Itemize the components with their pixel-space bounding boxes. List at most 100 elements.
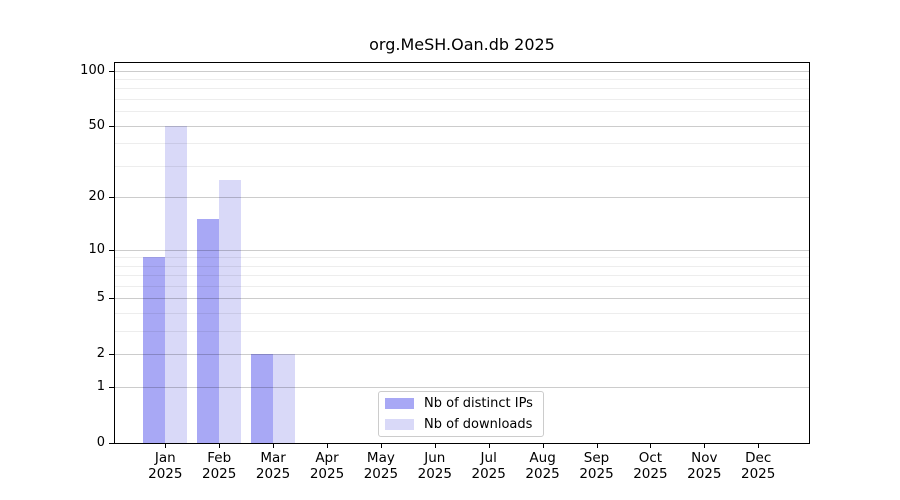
year-label: 2025	[579, 466, 614, 482]
legend-label: Nb of distinct IPs	[424, 396, 533, 411]
x-tick-mark	[758, 444, 760, 448]
x-tick-label: Jun 2025	[405, 450, 465, 482]
minor-gridline	[115, 143, 809, 145]
minor-gridline	[115, 285, 809, 287]
month-label: Oct	[638, 450, 663, 466]
minor-gridline	[115, 275, 809, 277]
month-label: Nov	[691, 450, 718, 466]
y-tick-mark	[109, 354, 114, 356]
legend-item-downloads: Nb of downloads	[379, 414, 543, 435]
y-tick-mark	[109, 298, 114, 300]
major-gridline	[115, 298, 809, 300]
major-gridline	[115, 354, 809, 356]
year-label: 2025	[471, 466, 506, 482]
y-tick-label: 1	[96, 379, 105, 395]
bar-jan-distinct-ips	[143, 257, 166, 443]
month-label: Jul	[480, 450, 497, 466]
legend-item-distinct-ips: Nb of distinct IPs	[379, 393, 543, 414]
x-tick-label: Apr 2025	[297, 450, 357, 482]
gridlines	[115, 63, 809, 443]
x-tick-label: Feb 2025	[189, 450, 249, 482]
year-label: 2025	[741, 466, 776, 482]
month-label: Sep	[583, 450, 610, 466]
bar-feb-distinct-ips	[197, 219, 220, 443]
x-tick-mark	[542, 444, 544, 448]
year-label: 2025	[417, 466, 452, 482]
chart-title: org.MeSH.Oan.db 2025	[369, 35, 555, 54]
y-tick-mark	[109, 70, 114, 72]
minor-gridline	[115, 257, 809, 259]
x-tick-mark	[704, 444, 706, 448]
month-label: Dec	[745, 450, 772, 466]
downloads-swatch-icon	[385, 419, 414, 430]
major-gridline	[115, 70, 809, 72]
year-label: 2025	[255, 466, 291, 482]
bar-jan-downloads	[165, 125, 188, 443]
bar-feb-downloads	[219, 180, 242, 443]
x-tick-mark	[273, 444, 275, 448]
y-tick-label: 0	[96, 435, 105, 450]
minor-gridline	[115, 165, 809, 167]
year-label: 2025	[687, 466, 722, 482]
bar-mar-downloads	[273, 354, 296, 443]
bar-mar-distinct-ips	[251, 354, 274, 443]
y-tick-mark	[109, 125, 114, 127]
y-tick-label: 100	[80, 62, 105, 78]
month-label: May	[366, 450, 395, 466]
year-label: 2025	[363, 466, 399, 482]
month-label: Jun	[424, 450, 446, 466]
month-label: Apr	[315, 450, 339, 466]
y-tick-mark	[109, 387, 114, 389]
major-gridline	[115, 125, 809, 127]
legend: Nb of distinct IPs Nb of downloads	[378, 391, 544, 437]
distinct-ips-swatch-icon	[385, 398, 414, 409]
x-tick-mark	[434, 444, 436, 448]
x-tick-mark	[596, 444, 598, 448]
year-label: 2025	[309, 466, 345, 482]
x-tick-label: Mar 2025	[243, 450, 303, 482]
x-tick-mark	[380, 444, 382, 448]
y-tick-label: 10	[88, 241, 105, 257]
month-label: Jan	[154, 450, 176, 466]
month-label: Feb	[207, 450, 232, 466]
y-tick-mark	[109, 249, 114, 251]
y-tick-mark	[109, 443, 114, 444]
x-tick-label: Nov 2025	[674, 450, 734, 482]
minor-gridline	[115, 265, 809, 267]
x-tick-mark	[219, 444, 221, 448]
legend-label: Nb of downloads	[424, 417, 533, 432]
minor-gridline	[115, 99, 809, 101]
month-label: Mar	[260, 450, 286, 466]
y-tick-mark	[109, 197, 114, 199]
major-gridline	[115, 249, 809, 251]
year-label: 2025	[148, 466, 183, 482]
minor-gridline	[115, 313, 809, 315]
x-tick-label: Jan 2025	[135, 450, 195, 482]
x-tick-mark	[650, 444, 652, 448]
x-tick-mark	[165, 444, 167, 448]
x-tick-mark	[327, 444, 328, 448]
major-gridline	[115, 387, 809, 389]
x-tick-label: Sep 2025	[567, 450, 627, 482]
year-label: 2025	[633, 466, 668, 482]
minor-gridline	[115, 88, 809, 90]
x-tick-label: Jul 2025	[459, 450, 519, 482]
year-label: 2025	[525, 466, 560, 482]
x-tick-label: Oct 2025	[620, 450, 680, 482]
month-label: Aug	[529, 450, 556, 466]
y-tick-label: 20	[88, 189, 105, 205]
bars-layer	[115, 63, 809, 443]
y-tick-label: 2	[96, 346, 105, 362]
year-label: 2025	[202, 466, 237, 482]
minor-gridline	[115, 331, 809, 333]
minor-gridline	[115, 79, 809, 81]
x-tick-mark	[488, 444, 490, 448]
x-tick-label: May 2025	[351, 450, 411, 482]
x-tick-label: Aug 2025	[513, 450, 573, 482]
major-gridline	[115, 197, 809, 199]
plot-area	[114, 62, 810, 444]
y-tick-label: 5	[96, 290, 105, 306]
y-tick-label: 50	[88, 117, 105, 133]
minor-gridline	[115, 111, 809, 113]
